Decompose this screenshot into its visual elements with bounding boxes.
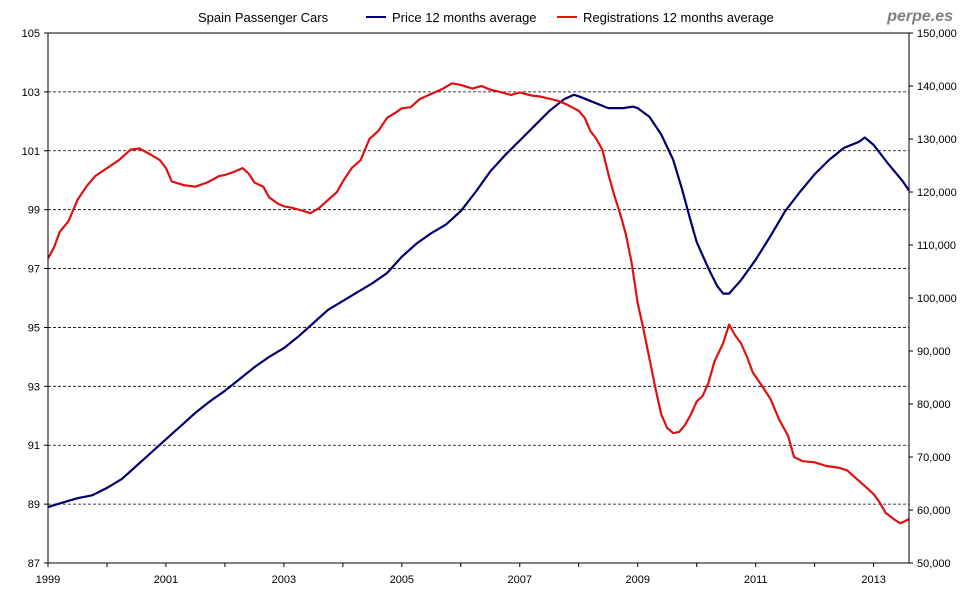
chart-title: Spain Passenger Cars bbox=[198, 10, 329, 25]
gridlines bbox=[48, 91, 909, 505]
left-tick-label: 93 bbox=[28, 381, 40, 393]
legend-label-price: Price 12 months average bbox=[392, 10, 537, 25]
right-tick-label: 120,000 bbox=[917, 187, 957, 199]
right-tick-label: 50,000 bbox=[917, 558, 951, 570]
right-tick-label: 130,000 bbox=[917, 134, 957, 146]
left-tick-label: 87 bbox=[28, 558, 40, 570]
x-tick-label: 2003 bbox=[272, 574, 296, 586]
x-tick-label: 2011 bbox=[744, 574, 768, 586]
right-axis-ticks: 50,000 60,000 70,000 80,000 90,000 100,000 110… bbox=[909, 28, 957, 570]
left-tick-label: 89 bbox=[28, 499, 40, 511]
right-tick-label: 90,000 bbox=[917, 346, 951, 358]
left-tick-label: 105 bbox=[22, 28, 40, 40]
series-layer bbox=[47, 82, 910, 525]
legend: Price 12 months average Registrations 12… bbox=[366, 10, 774, 25]
x-tick-label: 2001 bbox=[154, 574, 178, 586]
right-tick-label: 60,000 bbox=[917, 505, 951, 517]
left-tick-label: 99 bbox=[28, 205, 40, 217]
x-tick-label: 2013 bbox=[861, 574, 885, 586]
right-tick-label: 140,000 bbox=[917, 81, 957, 93]
left-axis-ticks: 87 89 91 93 95 97 99 101 103 105 bbox=[22, 28, 48, 570]
series-line-registrations bbox=[47, 82, 910, 525]
x-tick-label: 2005 bbox=[390, 574, 414, 586]
x-tick-label: 2007 bbox=[508, 574, 532, 586]
right-tick-label: 100,000 bbox=[917, 293, 957, 305]
x-tick-label: 2009 bbox=[625, 574, 649, 586]
right-tick-label: 110,000 bbox=[917, 240, 956, 252]
x-tick-label: 1999 bbox=[36, 574, 60, 586]
left-tick-label: 91 bbox=[28, 440, 40, 452]
brand-watermark: perpe.es bbox=[886, 8, 953, 25]
plot-area-frame bbox=[47, 32, 910, 564]
x-axis-ticks: 1999 2001 2003 2005 2007 2009 2011 2013 bbox=[36, 563, 886, 586]
right-tick-label: 70,000 bbox=[917, 452, 951, 464]
right-tick-label: 80,000 bbox=[917, 399, 951, 411]
right-tick-label: 150,000 bbox=[917, 28, 957, 40]
left-tick-label: 101 bbox=[22, 146, 40, 158]
left-tick-label: 103 bbox=[22, 87, 40, 99]
series-line-price bbox=[47, 93, 910, 509]
legend-label-registrations: Registrations 12 months average bbox=[583, 10, 774, 25]
left-tick-label: 97 bbox=[28, 264, 40, 276]
left-tick-label: 95 bbox=[28, 322, 40, 334]
